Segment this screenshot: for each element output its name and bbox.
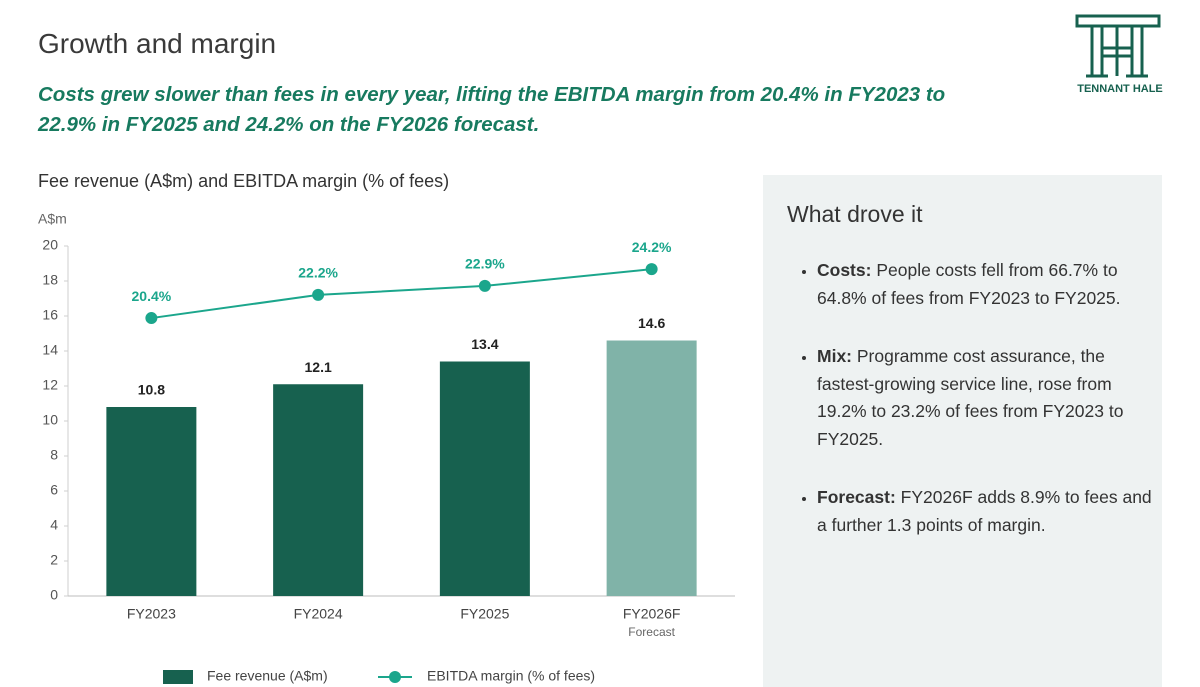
margin-point xyxy=(145,312,158,325)
x-tick-label: FY2023 xyxy=(127,606,176,622)
legend-label: Fee revenue (A$m) xyxy=(207,668,328,684)
chart-title: Fee revenue (A$m) and EBITDA margin (% o… xyxy=(38,171,449,191)
bullet-list: Costs: People costs fell from 66.7% to 6… xyxy=(787,257,1162,570)
y-tick-label: 6 xyxy=(50,482,58,498)
bullet-lead: Mix: xyxy=(817,346,852,366)
bullet: Mix: Programme cost assurance, the faste… xyxy=(817,343,1162,453)
bullet-text: Programme cost assurance, the fastest-gr… xyxy=(817,346,1124,449)
bar xyxy=(439,361,530,596)
y-tick-label: 16 xyxy=(42,307,58,323)
bullet-lead: Costs: xyxy=(817,260,872,280)
x-tick-label: FY2025 xyxy=(460,606,509,622)
y-tick-label: 12 xyxy=(42,377,58,393)
margin-point xyxy=(312,288,325,301)
y-tick-label: 0 xyxy=(50,587,58,603)
y-tick-label: 20 xyxy=(42,237,58,253)
y-tick-label: 10 xyxy=(42,412,58,428)
y-axis-label: A$m xyxy=(38,211,67,227)
panel-title: What drove it xyxy=(787,201,923,227)
bullet-lead: Forecast: xyxy=(817,487,896,507)
line-value-label: 24.2% xyxy=(632,239,672,255)
bar-value-label: 14.6 xyxy=(638,315,665,331)
line-value-label: 20.4% xyxy=(132,288,172,304)
bullet: Forecast: FY2026F adds 8.9% to fees and … xyxy=(817,484,1162,539)
slide-subtitle: Costs grew slower than fees in every yea… xyxy=(38,83,946,136)
side-panel: What drove it Costs: People costs fell f… xyxy=(763,175,1162,687)
y-tick-label: 2 xyxy=(50,552,58,568)
legend-swatch-dot xyxy=(389,671,401,683)
slide-title: Growth and margin xyxy=(38,28,277,59)
y-tick-label: 18 xyxy=(42,272,58,288)
margin-line xyxy=(151,268,652,320)
legend-swatch xyxy=(163,670,193,684)
line-value-label: 22.2% xyxy=(298,265,338,281)
y-tick-label: 4 xyxy=(50,517,58,533)
x-tick-note: Forecast xyxy=(628,625,675,639)
line-value-label: 22.9% xyxy=(465,256,505,272)
chart: Fee revenue (A$m) and EBITDA margin (% o… xyxy=(38,171,735,684)
bar-value-label: 12.1 xyxy=(305,359,332,375)
y-tick-label: 14 xyxy=(42,342,58,358)
margin-point xyxy=(478,279,491,292)
logo-text: TENNANT HALE xyxy=(1077,83,1163,95)
margin-point xyxy=(645,263,658,276)
x-tick-label: FY2026F xyxy=(623,606,681,622)
bar xyxy=(606,340,697,596)
logo: TENNANT HALE xyxy=(1075,14,1163,95)
bar-value-label: 13.4 xyxy=(471,336,498,352)
bar xyxy=(273,384,364,596)
x-tick-label: FY2024 xyxy=(294,606,343,622)
y-tick-label: 8 xyxy=(50,447,58,463)
bar-value-label: 10.8 xyxy=(138,382,165,398)
bullet-text: People costs fell from 66.7% to 64.8% of… xyxy=(817,260,1121,308)
legend-label: EBITDA margin (% of fees) xyxy=(427,668,595,684)
bullet-text: FY2026F adds 8.9% to fees and a further … xyxy=(817,487,1152,535)
bullet: Costs: People costs fell from 66.7% to 6… xyxy=(817,257,1162,312)
bar xyxy=(106,407,197,596)
